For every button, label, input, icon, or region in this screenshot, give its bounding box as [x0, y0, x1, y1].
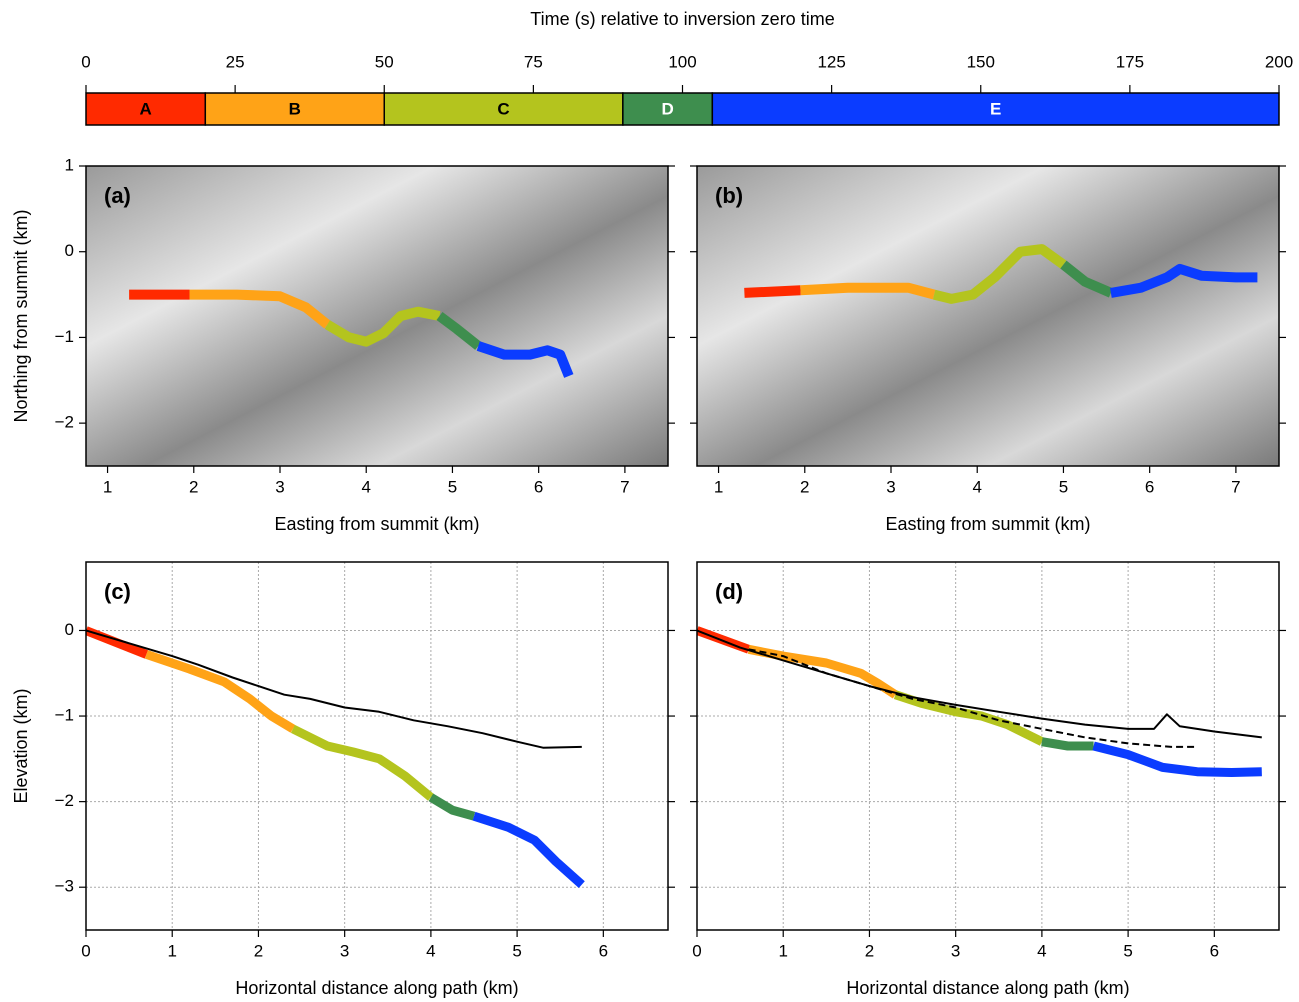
x-tick-label: 2: [800, 477, 809, 496]
x-tick-label: 0: [692, 941, 701, 960]
data-line: [697, 629, 1262, 739]
x-tick-label: 0: [81, 52, 90, 71]
x-tick-label: 1: [167, 941, 176, 960]
y-tick-label: −3: [55, 877, 74, 896]
map-background: [86, 166, 668, 466]
x-tick-label: 200: [1265, 52, 1293, 71]
y-tick-label: −2: [55, 413, 74, 432]
x-axis-label: Easting from summit (km): [274, 514, 479, 534]
x-tick-label: 50: [375, 52, 394, 71]
data-line: [436, 311, 482, 350]
x-tick-label: 5: [1123, 941, 1132, 960]
x-tick-label: 7: [1231, 477, 1240, 496]
y-tick-label: 1: [65, 155, 74, 174]
y-axis-label: Northing from summit (km): [11, 209, 31, 422]
x-tick-label: 6: [599, 941, 608, 960]
x-tick-label: 6: [1210, 941, 1219, 960]
panel-label: (c): [104, 579, 131, 604]
x-tick-label: 3: [275, 477, 284, 496]
plot-frame: [696, 561, 1280, 931]
x-tick-label: 75: [524, 52, 543, 71]
y-tick-label: 0: [65, 241, 74, 260]
data-line: [189, 289, 331, 329]
data-line: [476, 341, 574, 378]
y-tick-label: 0: [65, 620, 74, 639]
segment-label: C: [497, 99, 509, 118]
x-tick-label: 3: [340, 941, 349, 960]
data-line: [1041, 737, 1094, 751]
data-line: [144, 650, 296, 733]
x-axis-label: Horizontal distance along path (km): [235, 978, 518, 998]
data-line: [472, 811, 585, 888]
time-segment: [204, 92, 385, 126]
data-line: [428, 793, 476, 821]
y-axis-label: Elevation (km): [11, 688, 31, 803]
time-segment: [383, 92, 624, 126]
time-segment: [711, 92, 1280, 126]
data-line: [744, 285, 801, 298]
x-tick-label: 100: [668, 52, 696, 71]
x-tick-label: 5: [448, 477, 457, 496]
data-line: [747, 644, 898, 699]
x-tick-label: 4: [361, 477, 370, 496]
x-axis-label: Easting from summit (km): [885, 514, 1090, 534]
x-tick-label: 175: [1116, 52, 1144, 71]
x-tick-label: 5: [1059, 477, 1068, 496]
segment-label: E: [990, 99, 1001, 118]
data-line: [893, 690, 1044, 746]
segment-label: D: [661, 99, 673, 118]
plot-frame: [696, 165, 1280, 467]
x-tick-label: 4: [972, 477, 981, 496]
segment-label: A: [140, 99, 152, 118]
x-tick-label: 125: [817, 52, 845, 71]
x-tick-label: 6: [534, 477, 543, 496]
x-tick-label: 4: [1037, 941, 1046, 960]
y-tick-label: −2: [55, 791, 74, 810]
x-tick-label: 0: [81, 941, 90, 960]
x-tick-label: 2: [254, 941, 263, 960]
x-axis-label: Horizontal distance along path (km): [846, 978, 1129, 998]
time-segment: [85, 92, 207, 126]
panel-label: (d): [715, 579, 743, 604]
y-tick-label: −1: [55, 706, 74, 725]
x-tick-label: 5: [512, 941, 521, 960]
data-line: [932, 244, 1067, 304]
data-line: [1092, 741, 1262, 777]
x-tick-label: 3: [886, 477, 895, 496]
data-line: [324, 306, 441, 347]
data-line: [86, 629, 582, 749]
x-tick-label: 1: [778, 941, 787, 960]
x-tick-label: 2: [865, 941, 874, 960]
panel-label: (a): [104, 183, 131, 208]
x-tick-label: 1: [103, 477, 112, 496]
data-line: [290, 724, 434, 801]
x-tick-label: 25: [226, 52, 245, 71]
x-tick-label: 7: [620, 477, 629, 496]
map-background: [697, 166, 1279, 466]
y-tick-label: −1: [55, 327, 74, 346]
x-tick-label: 4: [426, 941, 435, 960]
x-tick-label: 1: [714, 477, 723, 496]
panel-label: (b): [715, 183, 743, 208]
colorbar-title: Time (s) relative to inversion zero time: [530, 9, 834, 29]
data-line: [748, 648, 1198, 748]
plot-frame: [85, 165, 669, 467]
data-line: [1060, 260, 1113, 298]
x-tick-label: 3: [951, 941, 960, 960]
segment-label: B: [289, 99, 301, 118]
x-tick-label: 6: [1145, 477, 1154, 496]
data-line: [800, 282, 936, 300]
plot-frame: [85, 561, 669, 931]
x-tick-label: 2: [189, 477, 198, 496]
x-tick-label: 150: [967, 52, 995, 71]
data-line: [1110, 263, 1258, 298]
